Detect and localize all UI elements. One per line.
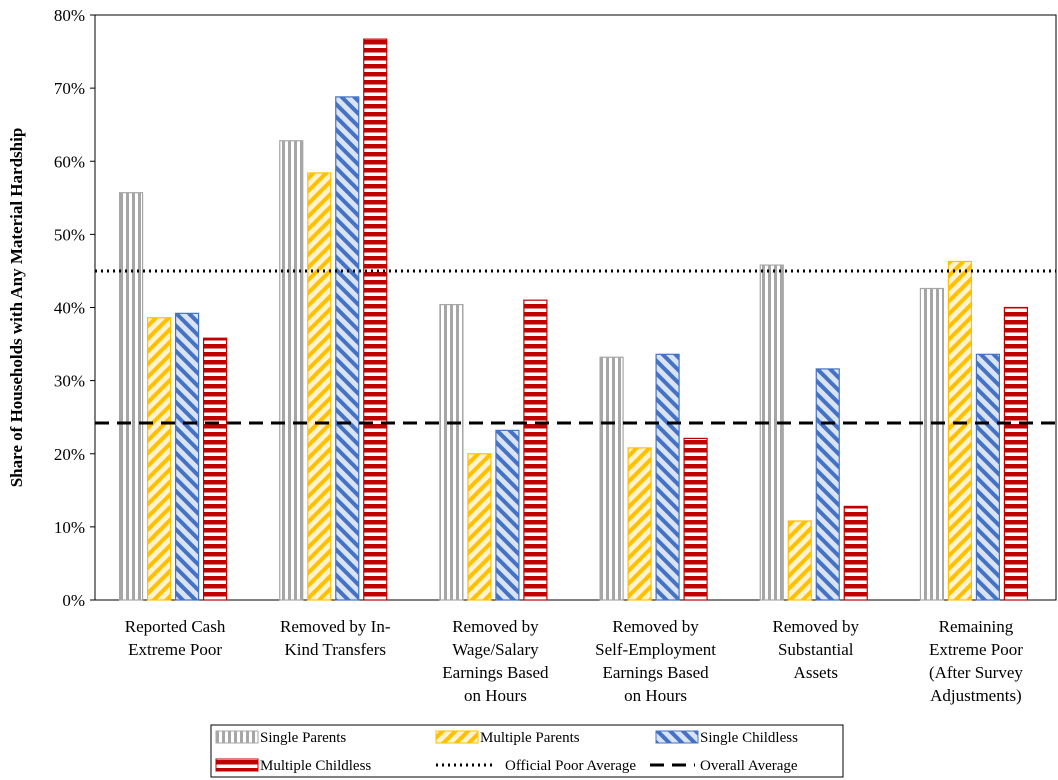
plot-area-border	[94, 14, 1057, 601]
bar-single-parents	[919, 287, 945, 601]
bar-multiple-parents	[787, 520, 812, 601]
y-tick-label: 70%	[54, 79, 85, 98]
bar-single-parents	[118, 192, 144, 601]
bar-multiple-childless	[683, 437, 708, 601]
legend-label: Multiple Parents	[480, 730, 580, 746]
bar-multiple-parents	[627, 447, 652, 601]
legend-label: Multiple Childless	[260, 758, 371, 774]
legend-swatch	[435, 730, 479, 744]
bar-single-parents	[279, 140, 304, 601]
y-tick-label: 10%	[54, 518, 85, 537]
y-tick-label: 20%	[54, 445, 85, 464]
x-category-label: Removed by Substantial Assets	[773, 617, 860, 682]
bar-single-parents	[759, 264, 784, 601]
x-category-label: Removed by Wage/Salary Earnings Based on Ho…	[442, 617, 549, 705]
bar-multiple-parents	[307, 172, 332, 601]
y-tick-label: 0%	[62, 591, 85, 610]
bar-multiple-parents	[146, 317, 172, 601]
bar-multiple-parents	[947, 260, 973, 601]
bar-single-childless	[174, 312, 200, 601]
bar-single-parents	[439, 303, 464, 601]
bar-multiple-childless	[202, 337, 228, 601]
legend-label: Single Childless	[700, 730, 798, 746]
bar-single-childless	[335, 96, 360, 601]
y-tick-label: 60%	[54, 152, 85, 171]
x-category-label: Reported Cash Extreme Poor	[125, 617, 226, 659]
bar-multiple-parents	[467, 453, 492, 601]
y-axis-title: Share of Households with Any Material Ha…	[7, 128, 26, 488]
bar-multiple-childless	[363, 38, 388, 601]
x-category-label: Removed by Self-Employment Earnings Based o…	[595, 617, 716, 705]
bar-single-parents	[599, 356, 624, 601]
y-tick-label: 30%	[54, 372, 85, 391]
y-tick-label: 40%	[54, 299, 85, 318]
x-category-label: Remaining Extreme Poor (After Survey Adjust…	[929, 617, 1023, 705]
legend-swatch	[655, 730, 699, 744]
bar-multiple-childless	[523, 299, 548, 601]
bar-multiple-childless	[843, 505, 868, 601]
legend-label: Single Parents	[260, 730, 346, 746]
bar-single-childless	[495, 429, 520, 601]
legend-box	[210, 724, 844, 778]
legend-label: Official Poor Average	[505, 758, 636, 774]
bar-single-childless	[975, 353, 1001, 601]
y-tick-label: 80%	[54, 6, 85, 25]
bar-single-childless	[815, 368, 840, 601]
bar-single-childless	[655, 353, 680, 601]
x-category-label: Removed by In-Kind Transfers	[280, 617, 391, 659]
legend-label: Overall Average	[700, 758, 798, 774]
y-tick-label: 50%	[54, 225, 85, 244]
bar-multiple-childless	[1003, 306, 1029, 601]
legend-swatch	[215, 730, 259, 744]
legend-swatch	[215, 758, 259, 772]
